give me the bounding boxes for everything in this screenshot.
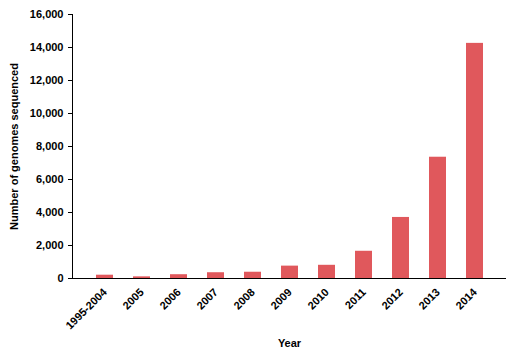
svg-text:16,000: 16,000 [30,8,64,20]
svg-text:10,000: 10,000 [30,107,64,119]
svg-text:2010: 2010 [305,286,331,312]
svg-text:2011: 2011 [343,286,368,311]
svg-text:8,000: 8,000 [36,140,64,152]
svg-text:14,000: 14,000 [30,41,64,53]
svg-text:2009: 2009 [268,286,294,312]
svg-text:4,000: 4,000 [36,206,64,218]
svg-text:2007: 2007 [194,286,220,312]
svg-text:2,000: 2,000 [36,239,64,251]
svg-text:1995-2004: 1995-2004 [63,285,109,331]
svg-text:12,000: 12,000 [30,74,64,86]
svg-text:2014: 2014 [453,285,479,311]
svg-text:Number of genomes sequenced: Number of genomes sequenced [8,63,20,230]
svg-text:2013: 2013 [416,286,442,312]
svg-text:2008: 2008 [231,286,257,312]
svg-text:2006: 2006 [157,286,183,312]
svg-text:2005: 2005 [120,286,146,312]
svg-text:2012: 2012 [379,286,405,312]
svg-text:0: 0 [57,272,63,284]
svg-text:6,000: 6,000 [36,173,64,185]
svg-text:Year: Year [278,337,302,349]
